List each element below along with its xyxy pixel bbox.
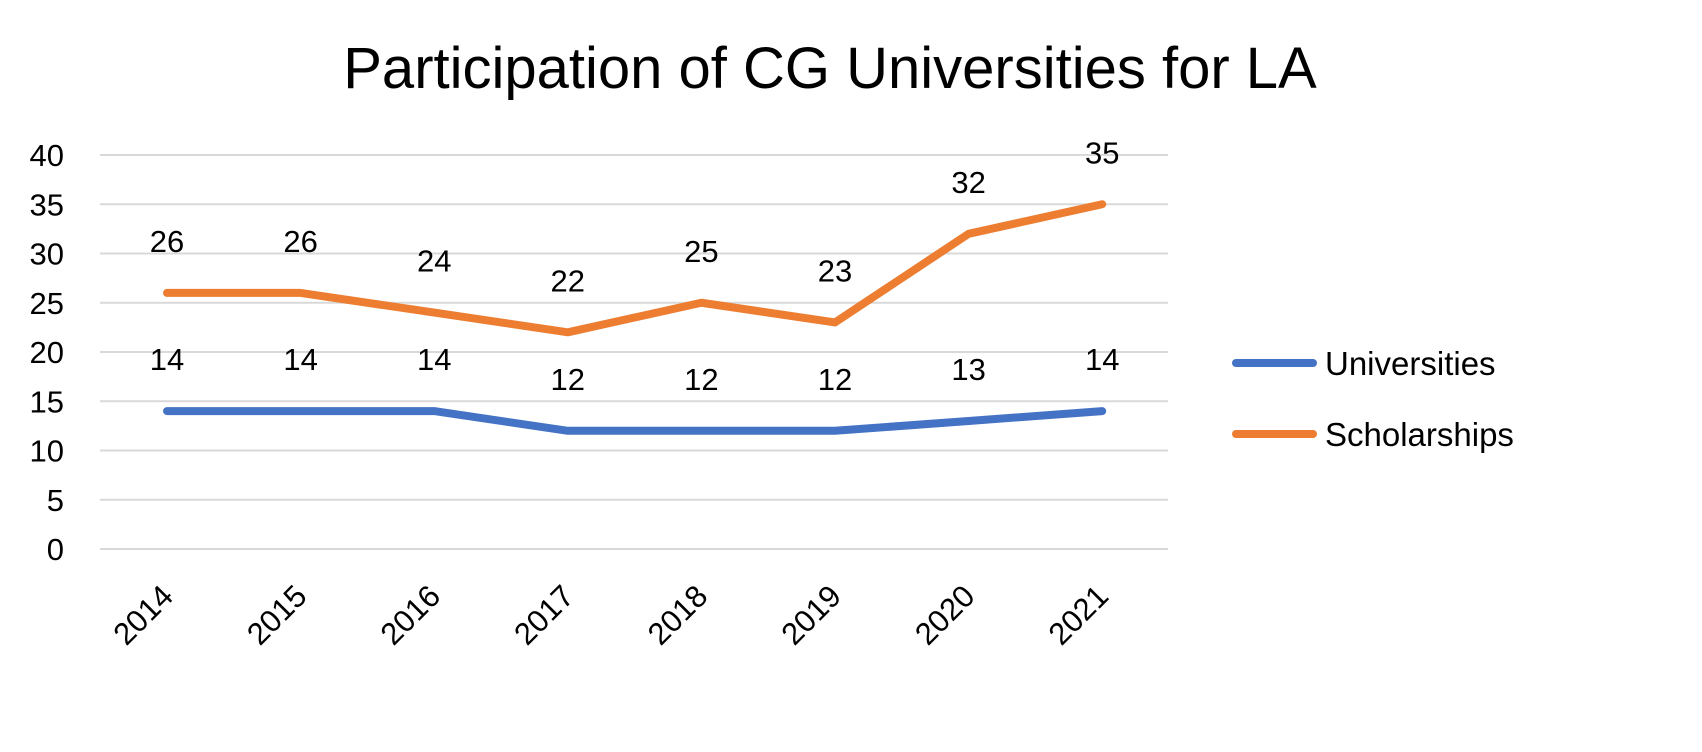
x-tick-label: 2015: [240, 578, 314, 652]
y-tick-label: 40: [30, 138, 64, 173]
legend-label: Scholarships: [1325, 416, 1514, 453]
x-tick-label: 2018: [641, 578, 715, 652]
data-label: 35: [1085, 135, 1119, 170]
y-tick-label: 15: [30, 384, 64, 419]
gridlines: [100, 154, 1168, 550]
y-tick-label: 30: [30, 237, 64, 272]
y-tick-label: 25: [30, 286, 64, 321]
x-tick-label: 2016: [374, 578, 448, 652]
data-label: 22: [551, 263, 585, 298]
data-label: 14: [150, 342, 184, 377]
data-label: 25: [684, 234, 718, 269]
data-label: 23: [818, 253, 852, 288]
data-label: 32: [951, 165, 985, 200]
data-label: 14: [283, 342, 317, 377]
data-labels: 14 14 14 12 12 12 13 14 26 26 24 22 25 23 32 35: [150, 135, 1120, 397]
data-label: 26: [283, 224, 317, 259]
y-tick-label: 10: [30, 434, 64, 469]
data-label: 14: [1085, 342, 1119, 377]
data-label: 14: [417, 342, 451, 377]
legend: Universities Scholarships: [1232, 345, 1514, 453]
data-label: 12: [684, 362, 718, 397]
x-axis-ticks: 2014 2015 2016 2017 2018 2019 2020 2021: [106, 578, 1115, 652]
data-label: 12: [551, 362, 585, 397]
y-axis-ticks: 0 5 10 15 20 25 30 35 40: [30, 138, 64, 567]
x-tick-label: 2019: [774, 578, 848, 652]
chart-title: Participation of CG Universities for LA: [343, 36, 1317, 101]
y-tick-label: 35: [30, 187, 64, 222]
x-tick-label: 2017: [507, 578, 581, 652]
series-line-universities: [163, 407, 1107, 435]
data-label: 13: [951, 352, 985, 387]
y-tick-label: 0: [47, 532, 64, 567]
x-tick-label: 2020: [908, 578, 982, 652]
legend-label: Universities: [1325, 345, 1496, 382]
x-tick-label: 2014: [106, 578, 180, 652]
data-label: 24: [417, 244, 451, 279]
x-tick-label: 2021: [1042, 578, 1116, 652]
data-label: 26: [150, 224, 184, 259]
data-label: 12: [818, 362, 852, 397]
y-tick-label: 5: [47, 483, 64, 518]
series-lines: [163, 200, 1107, 435]
y-tick-label: 20: [30, 335, 64, 370]
series-line-scholarships: [163, 200, 1107, 337]
